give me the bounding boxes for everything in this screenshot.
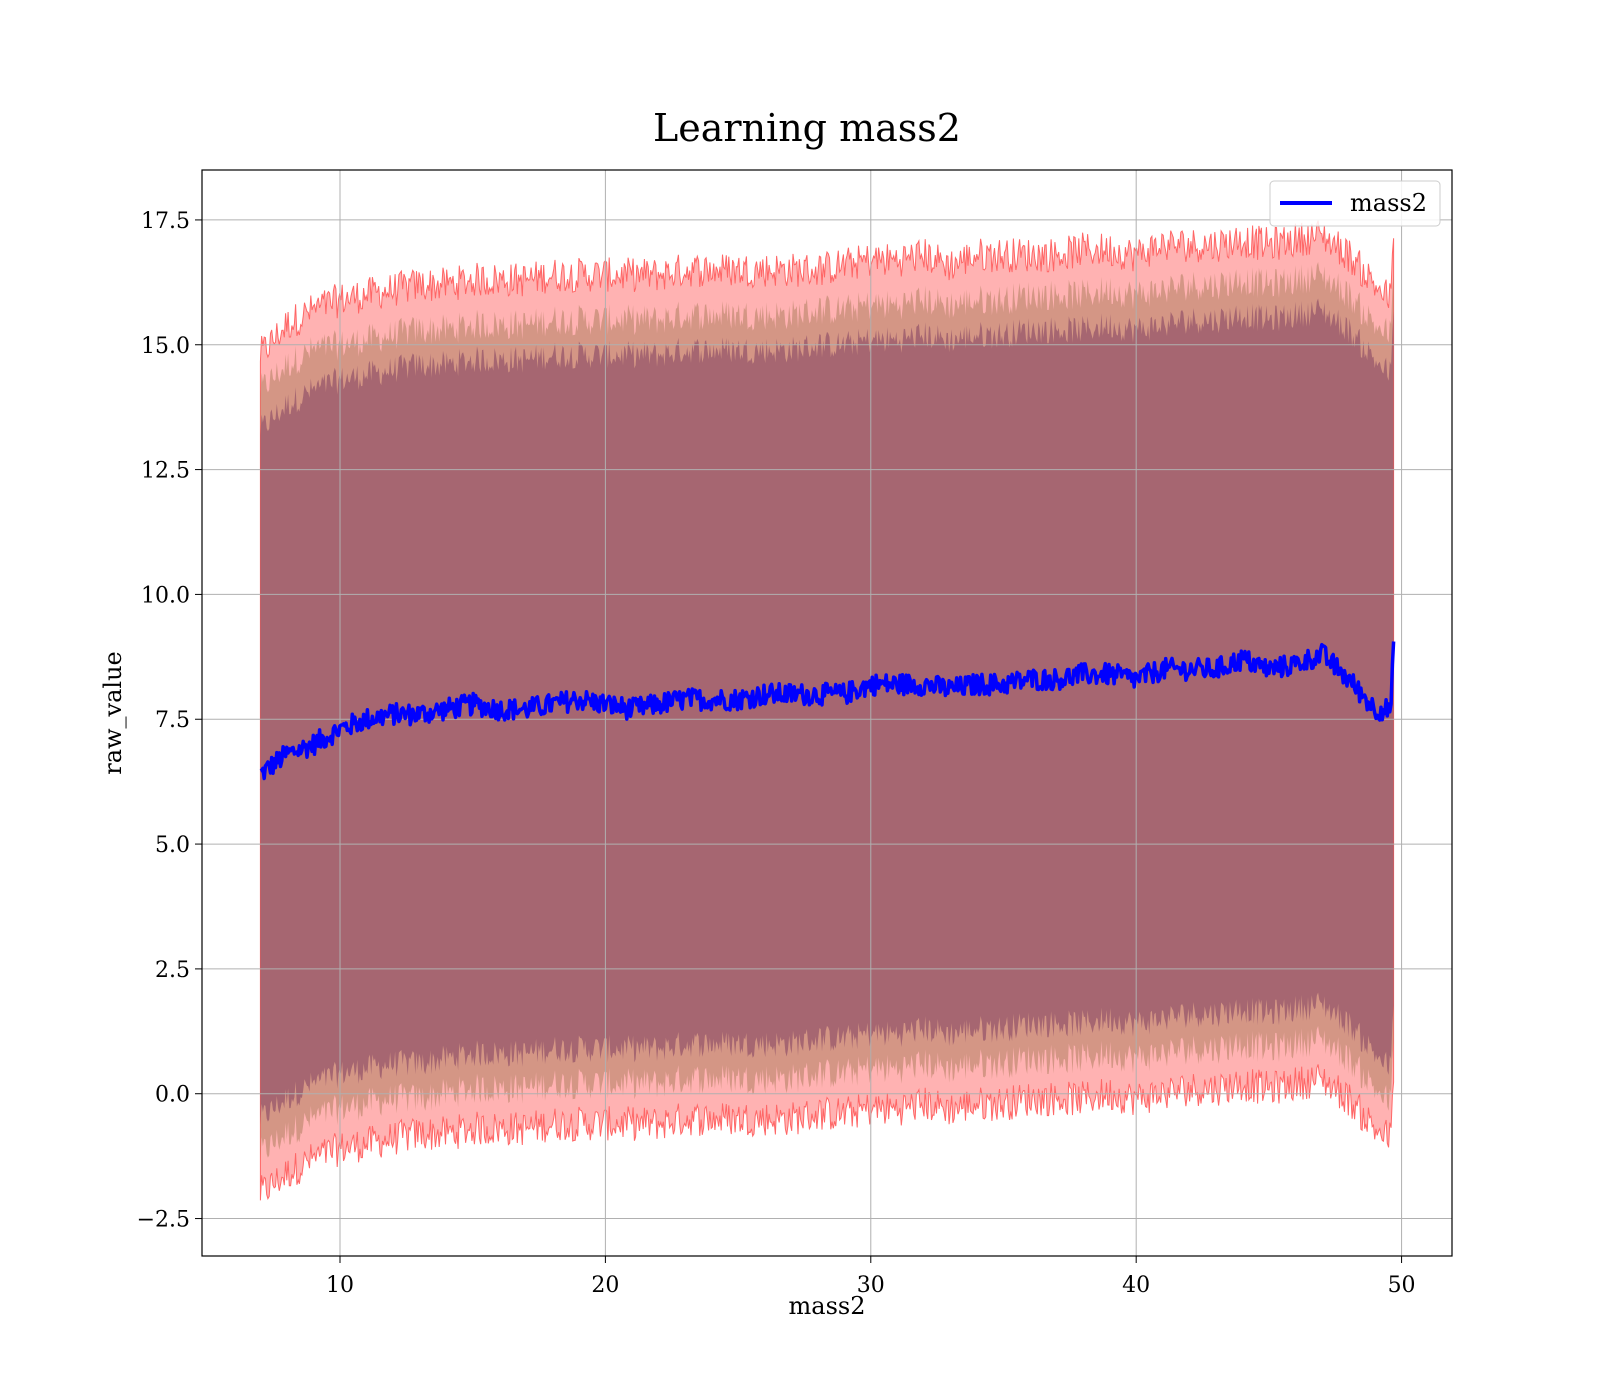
y-tick-label: −2.5 — [137, 1208, 190, 1233]
y-axis-label: raw_value — [99, 651, 127, 775]
legend-label-mass2: mass2 — [1350, 189, 1427, 217]
x-tick-label: 40 — [1122, 1273, 1150, 1298]
y-tick-label: 0.0 — [155, 1083, 190, 1108]
y-tick-label: 7.5 — [155, 708, 190, 733]
y-tick-label: 2.5 — [155, 958, 190, 983]
band-inner — [260, 298, 1394, 1125]
y-tick-label: 5.0 — [155, 833, 190, 858]
series-lines — [259, 641, 1396, 781]
legend-box — [1269, 180, 1441, 227]
x-tick-label: 20 — [591, 1273, 619, 1298]
confidence-bands — [259, 220, 1395, 1201]
y-tick-label: 15.0 — [141, 334, 190, 359]
y-axis: −2.5 0.0 2.5 5.0 7.5 10.0 12.5 15.0 17.5 — [137, 209, 202, 1233]
plot-frame — [201, 169, 1453, 1257]
legend: mass2 — [1269, 180, 1441, 227]
grid — [202, 170, 1452, 1256]
x-axis-label: mass2 — [789, 1292, 866, 1320]
plot-area — [201, 169, 1453, 1257]
x-tick-label: 30 — [857, 1273, 885, 1298]
x-axis: 10 20 30 40 50 — [326, 1256, 1416, 1298]
y-tick-label: 12.5 — [141, 459, 190, 484]
y-tick-label: 17.5 — [141, 209, 190, 234]
y-tick-label: 10.0 — [141, 583, 190, 608]
x-tick-label: 50 — [1388, 1273, 1416, 1298]
chart-title: Learning mass2 — [653, 106, 961, 150]
x-tick-label: 10 — [326, 1273, 354, 1298]
series-line-mass2 — [259, 641, 1396, 781]
